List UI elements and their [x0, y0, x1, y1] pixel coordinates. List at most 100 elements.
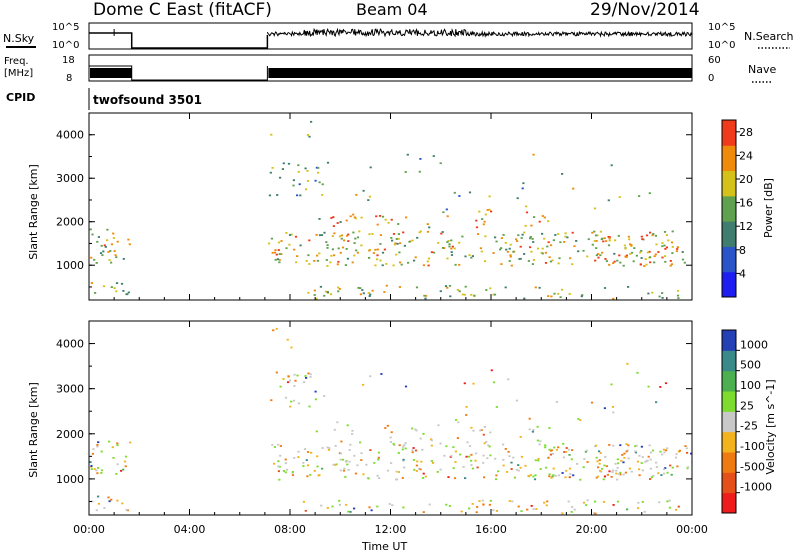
- range-cell: [329, 261, 332, 264]
- range-cell: [657, 251, 660, 253]
- colorbar-segment: [722, 170, 736, 197]
- range-cell: [384, 427, 387, 429]
- range-cell: [396, 242, 399, 245]
- range-cell: [368, 506, 371, 509]
- range-cell: [627, 457, 630, 460]
- colorbar-segment: [722, 221, 736, 247]
- range-cell: [326, 161, 330, 164]
- range-cell: [97, 467, 100, 469]
- date-label: 29/Nov/2014: [590, 0, 700, 20]
- range-cell: [522, 182, 525, 185]
- range-cell: [635, 254, 638, 257]
- range-cell: [321, 183, 324, 186]
- range-cell: [517, 505, 520, 508]
- range-cell: [285, 232, 288, 234]
- range-cell: [494, 478, 498, 481]
- range-cell: [385, 284, 388, 287]
- range-cell: [272, 329, 275, 332]
- range-cell: [351, 433, 354, 435]
- range-cell: [484, 235, 487, 238]
- range-cell: [349, 511, 352, 513]
- freq-tick-bottom: 8: [66, 73, 72, 84]
- range-cell: [287, 381, 290, 384]
- range-cell: [395, 238, 398, 240]
- range-cell: [478, 210, 481, 213]
- range-cell: [393, 444, 396, 446]
- range-cell: [392, 233, 396, 235]
- range-cell: [504, 242, 507, 244]
- range-cell: [360, 452, 363, 455]
- range-cell: [277, 443, 280, 446]
- range-cell: [430, 444, 433, 447]
- range-cell: [462, 466, 465, 468]
- range-cell: [449, 295, 452, 298]
- range-cell: [644, 460, 647, 463]
- range-cell: [302, 500, 305, 503]
- range-cell: [615, 472, 618, 475]
- range-cell: [632, 260, 635, 263]
- x-tick-label: 12:00: [375, 523, 407, 536]
- range-cell: [598, 459, 601, 461]
- range-cell: [334, 464, 337, 466]
- range-cell: [638, 468, 641, 471]
- range-cell: [676, 248, 679, 250]
- range-cell: [422, 472, 425, 475]
- range-cell: [333, 232, 336, 235]
- range-cell: [554, 474, 557, 477]
- range-cell: [458, 263, 461, 266]
- range-cell: [361, 289, 364, 291]
- range-cell: [619, 471, 622, 474]
- range-cell: [294, 235, 298, 238]
- range-cell: [612, 262, 615, 264]
- range-cell: [634, 451, 637, 454]
- range-cell: [494, 457, 497, 460]
- range-cell: [419, 437, 422, 440]
- range-cell: [568, 476, 571, 479]
- colorbar-segment: [722, 271, 736, 298]
- range-cell: [362, 189, 365, 192]
- range-cell: [518, 258, 521, 260]
- range-cell: [507, 450, 510, 453]
- range-cell: [660, 474, 663, 476]
- range-cell: [529, 246, 532, 249]
- range-cell: [439, 162, 442, 165]
- range-cell: [431, 462, 435, 464]
- range-cell: [599, 469, 602, 472]
- range-cell: [412, 459, 416, 461]
- range-cell: [129, 441, 132, 444]
- range-cell: [571, 263, 574, 266]
- range-cell: [376, 258, 379, 261]
- range-cell: [307, 291, 310, 294]
- range-cell: [441, 231, 444, 233]
- range-cell: [399, 261, 402, 264]
- range-cell: [602, 240, 605, 243]
- range-cell: [292, 399, 296, 402]
- range-cell: [666, 447, 669, 450]
- range-cell: [640, 462, 643, 464]
- range-cell: [323, 231, 326, 234]
- range-cell: [460, 510, 463, 513]
- colorbar-segment: [722, 246, 736, 273]
- range-cell: [661, 297, 664, 299]
- range-cell: [564, 476, 567, 479]
- range-cell: [450, 251, 453, 253]
- nsky-label: N.Sky: [3, 32, 35, 45]
- range-cell: [315, 234, 318, 236]
- range-cell: [532, 259, 535, 261]
- range-cell: [454, 450, 457, 453]
- range-cell: [440, 232, 443, 235]
- range-cell: [553, 446, 556, 449]
- range-cell: [391, 239, 394, 242]
- range-cell: [541, 247, 544, 250]
- range-cell: [339, 251, 342, 254]
- range-cell: [95, 509, 98, 512]
- range-cell: [661, 292, 664, 294]
- range-cell: [352, 231, 355, 234]
- range-cell: [288, 234, 292, 236]
- range-cell: [280, 253, 283, 255]
- range-cell: [450, 254, 454, 256]
- range-cell: [448, 285, 452, 287]
- range-cell: [415, 286, 419, 289]
- range-cell: [404, 171, 407, 173]
- range-cell: [278, 261, 281, 264]
